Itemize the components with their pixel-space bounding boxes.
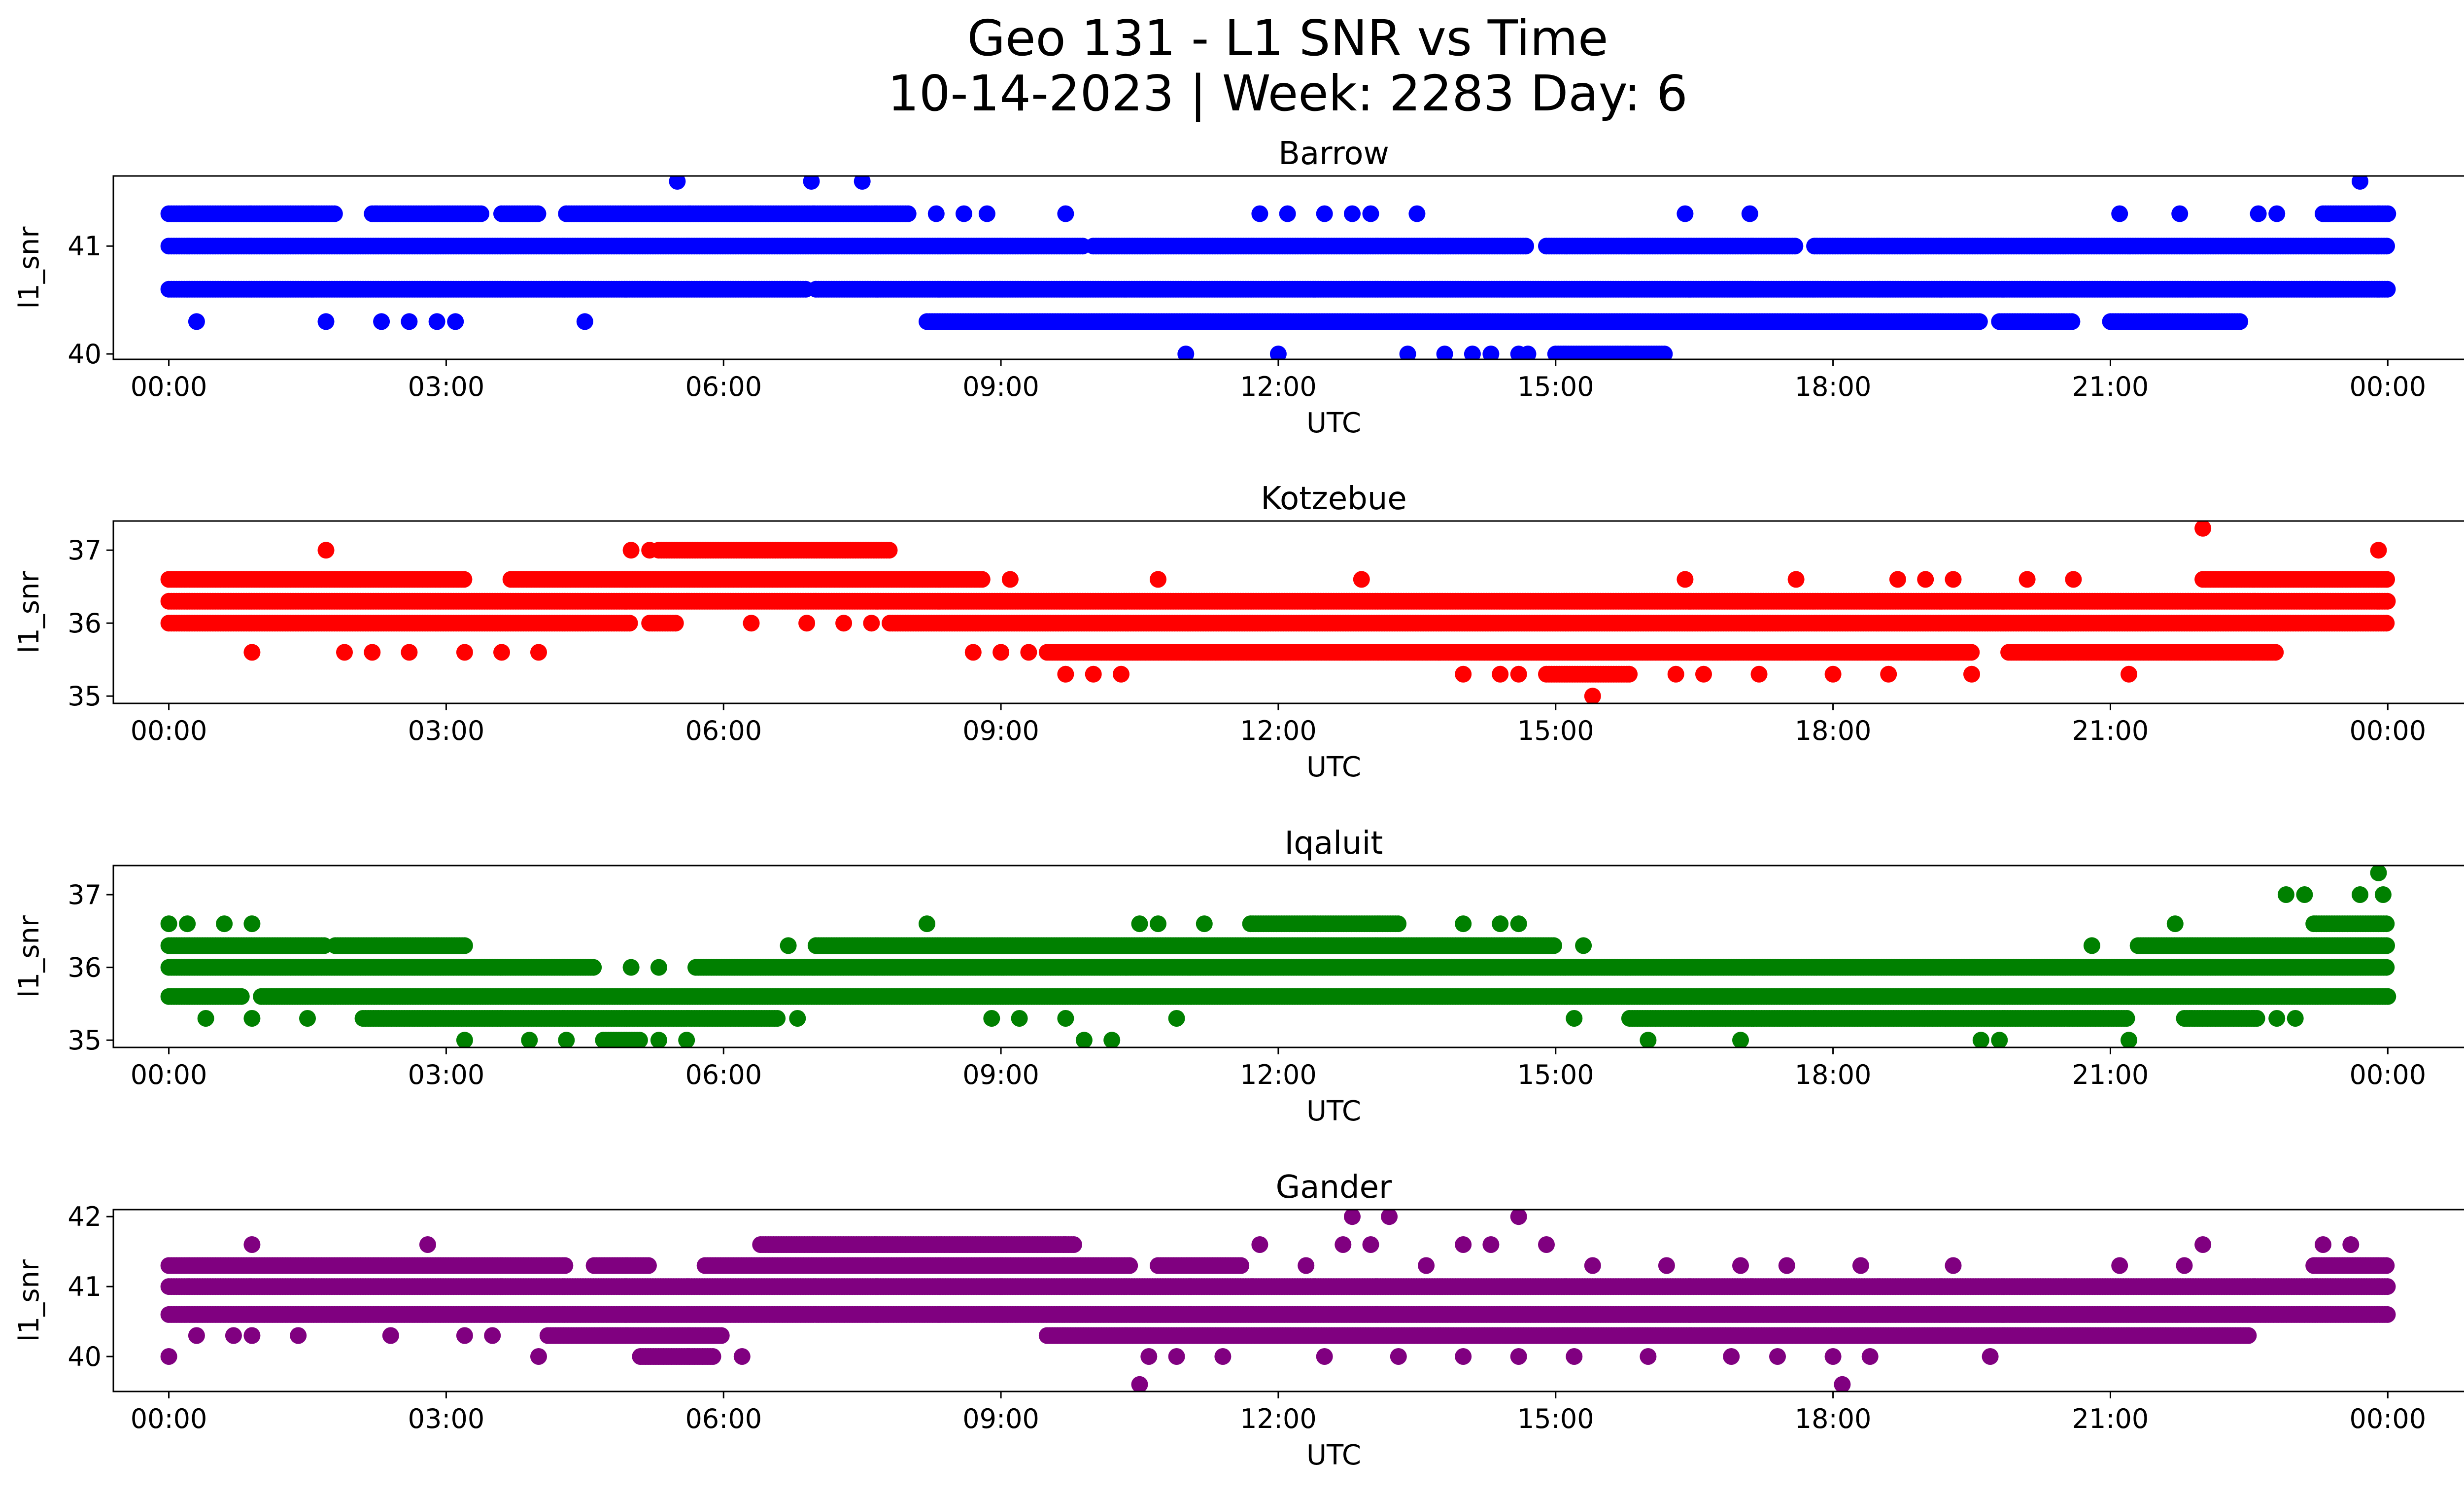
scatter-point [1408, 205, 1426, 222]
scatter-points [160, 176, 2396, 359]
scatter-point [1741, 205, 1758, 222]
scatter-point [1519, 346, 1537, 359]
scatter-point [1971, 313, 1988, 330]
x-tick-label: 12:00 [1240, 371, 1317, 402]
scatter-point [1344, 205, 1361, 222]
scatter-point [401, 313, 418, 330]
scatter-point [854, 176, 871, 190]
scatter-point [1786, 238, 1804, 255]
scatter-point [1656, 346, 1673, 359]
scatter-point [1279, 205, 1296, 222]
scatter-point [2111, 205, 2128, 222]
scatter-point [1057, 205, 1074, 222]
x-tick-label: 09:00 [962, 371, 1039, 402]
scatter-point [621, 615, 638, 632]
scatter-point [2250, 205, 2267, 222]
scatter-point [428, 313, 445, 330]
scatter-point [529, 205, 547, 222]
scatter-point [447, 313, 464, 330]
figure-title-line2: 10-14-2023 | Week: 2283 Day: 6 [888, 65, 1687, 122]
scatter-point [326, 205, 343, 222]
scatter-point [2352, 176, 2368, 190]
figure-title-line1: Geo 131 - L1 SNR vs Time [967, 9, 1608, 67]
x-tick-label: 06:00 [685, 371, 762, 402]
scatter-point [188, 313, 205, 330]
scatter-point [1436, 346, 1453, 359]
scatter-point [317, 313, 335, 330]
scatter-point [1677, 205, 1694, 222]
scatter-point [2379, 592, 2396, 610]
subplots: Barrow 00:00 03:00 06:00 09:00 12:00 15:00 18:0… [13, 136, 2464, 1471]
x-tick-label: 21:00 [2072, 371, 2149, 402]
x-axis-label: UTC [1306, 407, 1361, 439]
scatter-point [1464, 346, 1481, 359]
scatter-point [2231, 313, 2249, 330]
scatter-point [1963, 644, 1980, 661]
scatter-point [1362, 205, 1379, 222]
y-tick-label: 40 [68, 339, 102, 370]
x-tick-label: 00:00 [2349, 371, 2426, 402]
scatter-point [2063, 313, 2081, 330]
scatter-point [2379, 205, 2396, 222]
subplot-title: Barrow [1278, 136, 1389, 172]
x-tick-label: 00:00 [131, 371, 207, 402]
scatter-points [160, 521, 2396, 703]
scatter-point [2378, 571, 2395, 588]
scatter-point [1399, 346, 1416, 359]
axes-frame [112, 175, 2464, 360]
scatter-point [2268, 205, 2286, 222]
x-tick-label: 18:00 [1795, 371, 1872, 402]
scatter-point [1251, 205, 1268, 222]
scatter-point [927, 205, 945, 222]
scatter-point [956, 205, 972, 222]
scatter-point [667, 615, 684, 632]
y-axis-label: l1_snr [13, 226, 45, 309]
scatter-point [473, 205, 489, 222]
scatter-point [973, 571, 991, 588]
scatter-point [576, 313, 593, 330]
x-tick-label: 15:00 [1517, 371, 1594, 402]
scatter-point [373, 313, 390, 330]
scatter-point [1269, 346, 1287, 359]
scatter-point [2378, 615, 2395, 632]
subplot-title: Kotzebue [1261, 481, 1407, 517]
x-tick-label: 03:00 [408, 371, 485, 402]
scatter-point [899, 205, 917, 222]
scatter-point [2171, 205, 2189, 222]
scatter-point [2379, 280, 2396, 298]
scatter-point [2378, 238, 2395, 255]
subplot-barrow: Barrow 00:00 03:00 06:00 09:00 12:00 15:00 18:0… [13, 136, 2464, 439]
scatter-point [669, 176, 686, 190]
scatter-point [1517, 238, 1534, 255]
scatter-point [978, 205, 995, 222]
scatter-point [1482, 346, 1500, 359]
scatter-point [1177, 346, 1195, 359]
scatter-point [455, 571, 473, 588]
y-tick-label: 41 [68, 231, 102, 262]
scatter-point [803, 176, 820, 190]
scatter-point [1316, 205, 1333, 222]
